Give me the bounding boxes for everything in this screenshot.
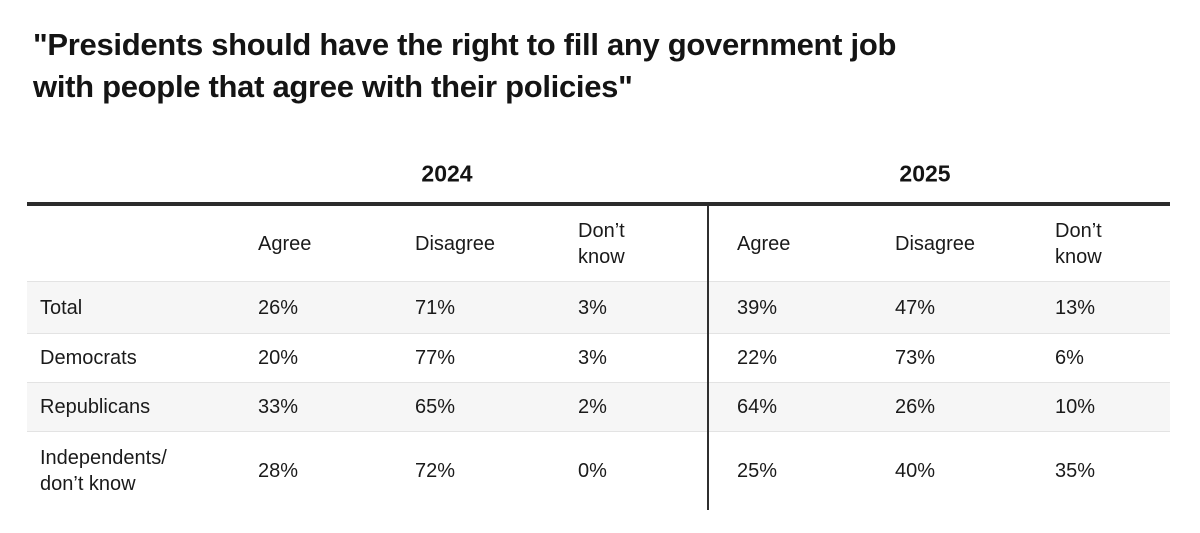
value-cell: 64%	[737, 396, 778, 418]
value-cell: 25%	[737, 460, 778, 482]
value-cell: 28%	[258, 460, 299, 482]
column-header-dontknow-2025: Don’t know	[1055, 219, 1102, 268]
value-cell: 71%	[415, 296, 456, 319]
row-label: Total	[40, 296, 83, 319]
column-header-disagree-2025: Disagree	[895, 232, 976, 255]
value-cell: 33%	[258, 396, 299, 418]
column-header-agree-2025: Agree	[737, 232, 791, 255]
value-cell: 3%	[578, 296, 607, 319]
value-cell: 2%	[578, 396, 607, 418]
row-label: Independents/ don’t know	[40, 447, 167, 495]
column-header-disagree-2024: Disagree	[415, 232, 496, 255]
column-header-row: Agree Disagree Don’t know Agree Disagree…	[27, 206, 1170, 281]
chart-title: "Presidents should have the right to fil…	[33, 24, 1200, 108]
value-cell: 40%	[895, 460, 936, 482]
table-body: Agree Disagree Don’t know Agree Disagree…	[27, 202, 1170, 510]
value-cell: 3%	[578, 347, 607, 369]
value-cell: 47%	[895, 296, 936, 319]
value-cell: 13%	[1055, 296, 1096, 319]
year-label-2025: 2025	[899, 160, 951, 186]
chart-title-line2: with people that agree with their polici…	[33, 69, 633, 104]
value-cell: 35%	[1055, 460, 1096, 482]
value-cell: 26%	[258, 296, 299, 319]
column-header-dontknow-2024: Don’t know	[578, 219, 625, 268]
column-header-agree-2024: Agree	[258, 232, 312, 255]
chart-title-line1: "Presidents should have the right to fil…	[33, 27, 897, 62]
value-cell: 0%	[578, 460, 607, 482]
table-row-republicans: Republicans 33% 65% 2% 64% 26% 10%	[27, 382, 1170, 431]
value-cell: 72%	[415, 460, 456, 482]
value-cell: 73%	[895, 347, 936, 369]
value-cell: 65%	[415, 396, 456, 418]
year-group-header: 2024 2025	[27, 145, 1170, 202]
value-cell: 39%	[737, 296, 778, 319]
year-label-2024: 2024	[421, 160, 473, 186]
row-label: Republicans	[40, 396, 151, 418]
survey-table: 2024 2025 Agree Disagree Don’t know Agre…	[27, 145, 1170, 510]
value-cell: 20%	[258, 347, 299, 369]
table-row-total: Total 26% 71% 3% 39% 47% 13%	[27, 281, 1170, 333]
value-cell: 22%	[737, 347, 778, 369]
value-cell: 6%	[1055, 347, 1084, 369]
table-row-democrats: Democrats 20% 77% 3% 22% 73% 6%	[27, 333, 1170, 382]
row-label: Democrats	[40, 347, 137, 369]
table-row-independents: Independents/ don’t know 28% 72% 0% 25% …	[27, 431, 1170, 510]
value-cell: 77%	[415, 347, 456, 369]
value-cell: 26%	[895, 396, 936, 418]
value-cell: 10%	[1055, 396, 1096, 418]
year-divider-line	[707, 206, 709, 510]
